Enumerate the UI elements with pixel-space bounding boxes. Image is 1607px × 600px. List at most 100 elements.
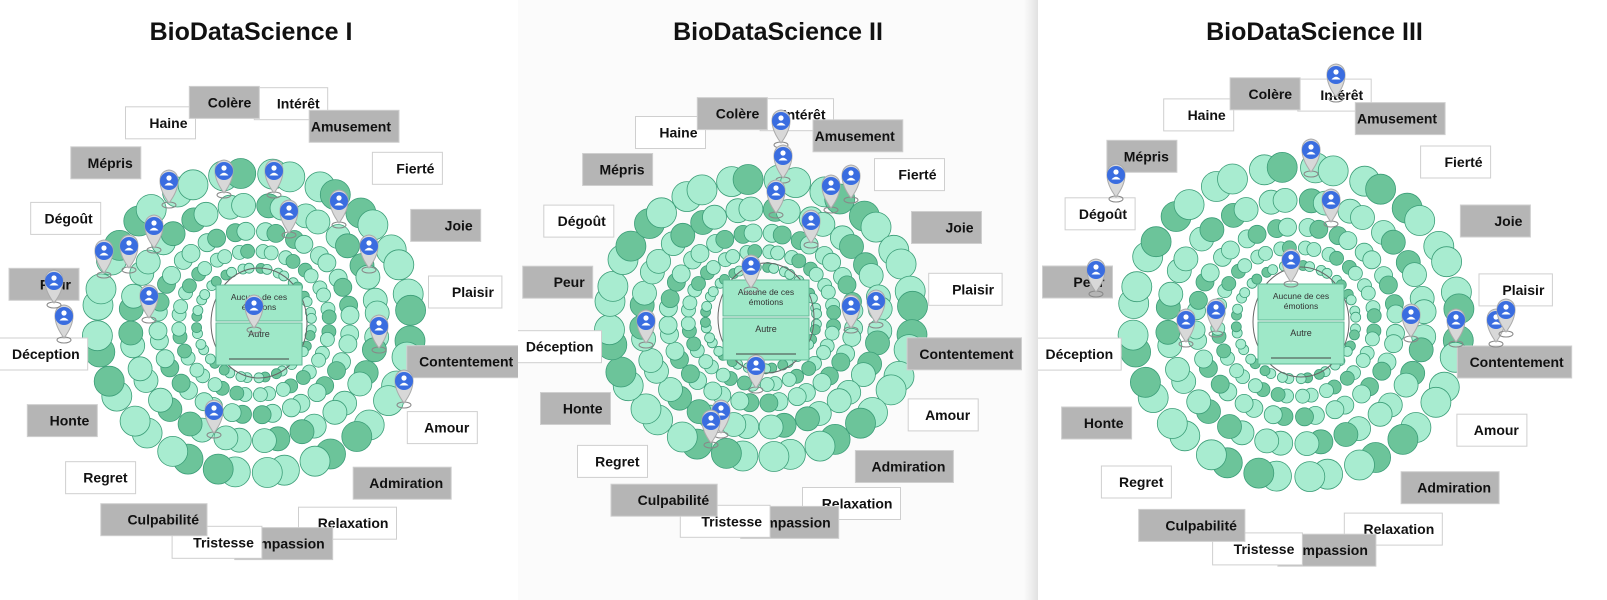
emotion-label-text: Contentement xyxy=(419,354,513,370)
emotion-label-8[interactable]: Relaxation xyxy=(1343,512,1443,546)
emotion-label-4[interactable]: Plaisir xyxy=(928,272,1003,306)
emotion-label-5[interactable]: Contentement xyxy=(406,345,518,379)
emotion-bubble xyxy=(1295,373,1307,385)
emotion-label-12[interactable]: Regret xyxy=(577,444,648,478)
emotion-label-text: Culpabilité xyxy=(127,512,199,528)
emotion-bubble xyxy=(632,280,657,306)
emotion-label-14[interactable]: Déception xyxy=(0,337,89,371)
emotion-label-13[interactable]: Honte xyxy=(26,404,98,438)
emotion-label-4[interactable]: Plaisir xyxy=(1478,273,1553,307)
emotion-bubble xyxy=(202,453,234,485)
emotion-wheel: Aucune de cesémotionsAutreIntérêtAmuseme… xyxy=(0,85,518,561)
emotion-label-2[interactable]: Fierté xyxy=(371,151,443,185)
emotion-label-19[interactable]: Colère xyxy=(188,85,260,119)
emotion-label-text: Colère xyxy=(208,94,252,110)
emotion-bubble xyxy=(860,211,892,243)
emotion-label-2[interactable]: Fierté xyxy=(1420,145,1492,179)
emotion-label-text: Amusement xyxy=(815,128,895,144)
emotion-bubble xyxy=(1329,250,1345,266)
response-pin-icon xyxy=(1281,248,1301,288)
emotion-label-1[interactable]: Amusement xyxy=(1354,102,1446,136)
response-pin-icon xyxy=(821,174,841,214)
emotion-bubble xyxy=(240,243,256,259)
emotion-label-16[interactable]: Dégoût xyxy=(543,204,615,238)
emotion-label-18[interactable]: Haine xyxy=(635,116,706,149)
emotion-label-3[interactable]: Joie xyxy=(911,211,982,244)
emotion-bubble xyxy=(1220,240,1240,260)
emotion-bubble xyxy=(704,332,716,344)
emotion-bubble xyxy=(1259,365,1271,377)
emotion-label-6[interactable]: Amour xyxy=(1456,413,1528,447)
response-pin-icon xyxy=(44,269,64,309)
emotion-label-4[interactable]: Plaisir xyxy=(428,275,503,309)
emotion-label-13[interactable]: Honte xyxy=(1061,406,1133,440)
emotion-bubble xyxy=(173,299,189,315)
emotion-label-19[interactable]: Colère xyxy=(1229,77,1301,111)
emotion-label-1[interactable]: Amusement xyxy=(308,109,400,143)
emotion-label-5[interactable]: Contentement xyxy=(1456,345,1573,379)
emotion-label-19[interactable]: Colère xyxy=(696,97,768,131)
emotion-bubble xyxy=(736,375,752,391)
emotion-label-15[interactable]: Peur xyxy=(8,267,80,301)
emotion-label-12[interactable]: Regret xyxy=(65,461,137,495)
emotion-label-2[interactable]: Fierté xyxy=(874,158,945,192)
emotion-bubble xyxy=(801,361,817,376)
emotion-label-17[interactable]: Mépris xyxy=(70,146,142,180)
emotion-label-17[interactable]: Mépris xyxy=(582,153,654,186)
emotion-label-11[interactable]: Culpabilité xyxy=(100,503,208,537)
emotion-label-16[interactable]: Dégoût xyxy=(1064,197,1136,231)
emotion-label-11[interactable]: Culpabilité xyxy=(610,483,718,517)
emotion-bubble xyxy=(699,316,711,328)
emotion-label-11[interactable]: Culpabilité xyxy=(1138,508,1246,542)
emotion-bubble xyxy=(285,253,301,269)
emotion-bubble xyxy=(1229,363,1245,379)
emotion-bubble xyxy=(155,349,175,369)
emotion-label-7[interactable]: Admiration xyxy=(854,450,954,483)
panel-title: BioDataScience III xyxy=(1206,18,1423,46)
emotion-label-3[interactable]: Joie xyxy=(410,208,482,242)
other-option xyxy=(722,317,810,361)
emotion-bubble xyxy=(1243,457,1275,489)
emotion-bubble xyxy=(1348,329,1360,341)
emotion-label-6[interactable]: Amour xyxy=(907,398,979,432)
emotion-bubble xyxy=(207,228,227,248)
emotion-label-18[interactable]: Haine xyxy=(1163,98,1235,132)
emotion-label-18[interactable]: Haine xyxy=(125,106,196,140)
emotion-label-16[interactable]: Dégoût xyxy=(30,201,102,235)
emotion-bubble xyxy=(781,372,797,387)
emotion-bubble xyxy=(605,356,637,388)
emotion-label-13[interactable]: Honte xyxy=(540,392,611,425)
panel-biodatascience-2: BioDataScience II Aucune de ces émotions A… xyxy=(518,0,1038,600)
emotion-bubble xyxy=(784,268,796,280)
emotion-bubble xyxy=(1258,245,1273,261)
emotion-label-7[interactable]: Admiration xyxy=(352,466,452,500)
response-pin-icon xyxy=(1106,163,1126,203)
emotion-bubble xyxy=(690,244,710,263)
emotion-label-14[interactable]: Déception xyxy=(518,330,603,364)
emotion-bubble xyxy=(1295,388,1311,404)
emotion-label-8[interactable]: Relaxation xyxy=(802,487,901,520)
emotion-bubble xyxy=(1431,246,1463,278)
emotion-bubble xyxy=(1210,374,1230,394)
emotion-label-15[interactable]: Peur xyxy=(522,265,594,299)
emotion-label-5[interactable]: Contentement xyxy=(906,337,1023,371)
emotion-bubble xyxy=(338,334,358,354)
emotion-label-3[interactable]: Joie xyxy=(1459,204,1531,238)
emotion-bubble xyxy=(171,321,187,337)
emotion-label-text: Compassion xyxy=(1284,542,1368,558)
emotion-label-12[interactable]: Regret xyxy=(1100,465,1172,499)
emotion-bubble xyxy=(715,229,735,249)
emotion-label-6[interactable]: Amour xyxy=(406,411,478,445)
emotion-bubble xyxy=(1266,151,1298,183)
emotion-label-7[interactable]: Admiration xyxy=(1400,471,1500,505)
emotion-bubble xyxy=(701,300,713,312)
emotion-bubble xyxy=(1270,387,1286,402)
emotion-label-1[interactable]: Amusement xyxy=(812,119,904,153)
emotion-label-10[interactable]: Tristesse xyxy=(171,525,263,559)
emotion-label-14[interactable]: Déception xyxy=(1038,337,1122,371)
emotion-label-0[interactable]: Intérêt xyxy=(253,87,329,121)
emotion-bubble xyxy=(1339,370,1355,386)
emotion-bubble xyxy=(1173,246,1199,272)
